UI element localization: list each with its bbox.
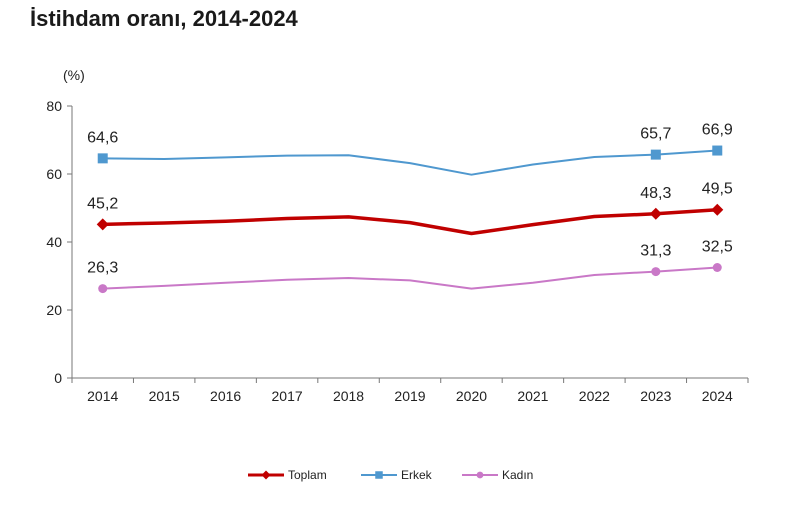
legend-swatch-marker	[375, 471, 383, 479]
legend-swatch-marker	[261, 470, 271, 480]
chart-axes: 0 20 40 60 80 2014 2015 2016 2017 2018 2019 2020 202…	[46, 98, 749, 404]
series-erkek	[97, 145, 723, 176]
x-tick-label: 2015	[149, 388, 180, 404]
x-tick-label: 2023	[640, 388, 671, 404]
data-label-kadin: 26,3	[87, 260, 118, 277]
x-tick-label: 2018	[333, 388, 364, 404]
chart-title: İstihdam oranı, 2014-2024	[30, 6, 298, 31]
data-point-erkek	[650, 149, 661, 160]
series-kadin	[98, 263, 722, 294]
data-label-toplam: 48,3	[640, 185, 671, 202]
series-layer	[96, 145, 724, 294]
legend: Toplam Erkek Kadın	[248, 468, 533, 482]
data-label-erkek: 66,9	[702, 122, 733, 139]
series-line-kadin	[102, 266, 718, 290]
x-tick-label: 2022	[579, 388, 610, 404]
legend-label: Toplam	[288, 468, 327, 482]
data-point-toplam	[96, 218, 109, 231]
series-toplam	[96, 203, 724, 236]
legend-item-toplam: Toplam	[248, 468, 327, 482]
legend-swatch-marker	[476, 471, 484, 479]
y-tick-label: 80	[46, 98, 62, 114]
y-axis-unit: (%)	[63, 67, 85, 83]
y-tick-label: 20	[46, 302, 62, 318]
x-tick-label: 2019	[394, 388, 425, 404]
series-line-erkek	[102, 149, 718, 176]
data-label-toplam: 49,5	[702, 181, 733, 198]
data-labels: 64,6 65,7 66,9 45,2 48,3 49,5 26,3 31,3 32,5	[87, 122, 733, 277]
y-tick-label: 40	[46, 234, 62, 250]
data-label-erkek: 64,6	[87, 129, 118, 146]
data-point-kadin	[98, 284, 108, 294]
data-point-toplam	[649, 207, 662, 220]
legend-label: Erkek	[401, 468, 433, 482]
data-label-kadin: 31,3	[640, 243, 671, 260]
legend-label: Kadın	[502, 468, 533, 482]
series-line-toplam	[102, 207, 718, 236]
data-label-erkek: 65,7	[640, 126, 671, 143]
legend-item-erkek: Erkek	[361, 468, 433, 482]
x-tick-label: 2021	[517, 388, 548, 404]
data-label-kadin: 32,5	[702, 239, 733, 256]
y-tick-label: 0	[54, 370, 62, 386]
data-point-toplam	[711, 203, 724, 216]
data-point-erkek	[712, 145, 723, 156]
data-point-kadin	[651, 267, 661, 277]
x-tick-label: 2014	[87, 388, 118, 404]
data-label-toplam: 45,2	[87, 195, 118, 212]
data-point-kadin	[712, 263, 722, 272]
y-tick-label: 60	[46, 166, 62, 182]
data-point-erkek	[97, 153, 108, 164]
x-tick-label: 2020	[456, 388, 487, 404]
legend-item-kadin: Kadın	[462, 468, 533, 482]
x-tick-label: 2016	[210, 388, 241, 404]
x-tick-label: 2017	[272, 388, 303, 404]
x-tick-label: 2024	[702, 388, 733, 404]
